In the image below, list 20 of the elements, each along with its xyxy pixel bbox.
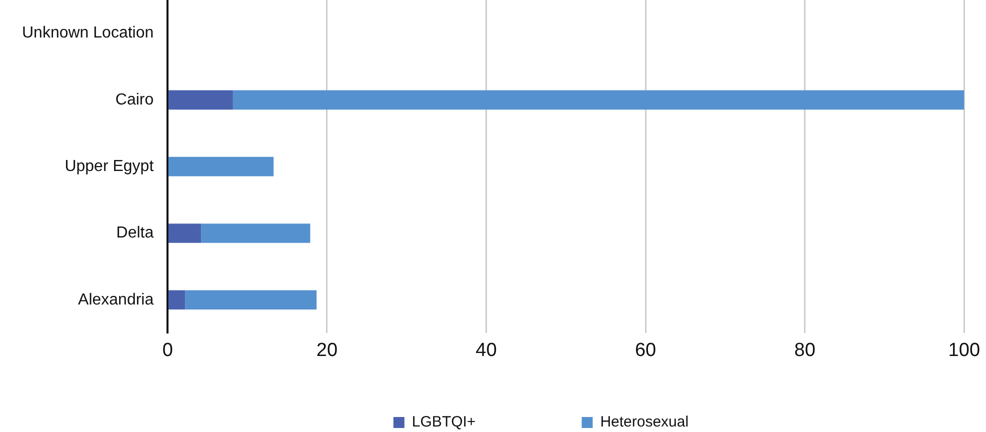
- bar: [168, 290, 186, 310]
- y-tick-label: Alexandria: [78, 291, 154, 308]
- y-tick-label: Upper Egypt: [64, 158, 154, 176]
- bar: [168, 156, 274, 176]
- x-tick-label: 20: [316, 340, 338, 361]
- legend-label: LGBTQI+: [412, 414, 476, 431]
- bar: [201, 224, 310, 243]
- y-tick-label: Delta: [116, 224, 154, 242]
- y-tick-label: Cairo: [115, 91, 154, 108]
- bar: [185, 290, 317, 310]
- x-tick-label: 40: [476, 340, 497, 361]
- bar: [168, 224, 202, 243]
- bar: [232, 90, 964, 110]
- x-tick-label: 100: [948, 340, 980, 361]
- x-tick-label: 80: [794, 340, 816, 361]
- x-tick-label: 60: [634, 340, 656, 361]
- bar: [168, 90, 233, 110]
- legend-label: Heterosexual: [600, 414, 689, 431]
- y-tick-label: Unknown Location: [22, 24, 154, 42]
- x-tick-label: 0: [162, 340, 173, 361]
